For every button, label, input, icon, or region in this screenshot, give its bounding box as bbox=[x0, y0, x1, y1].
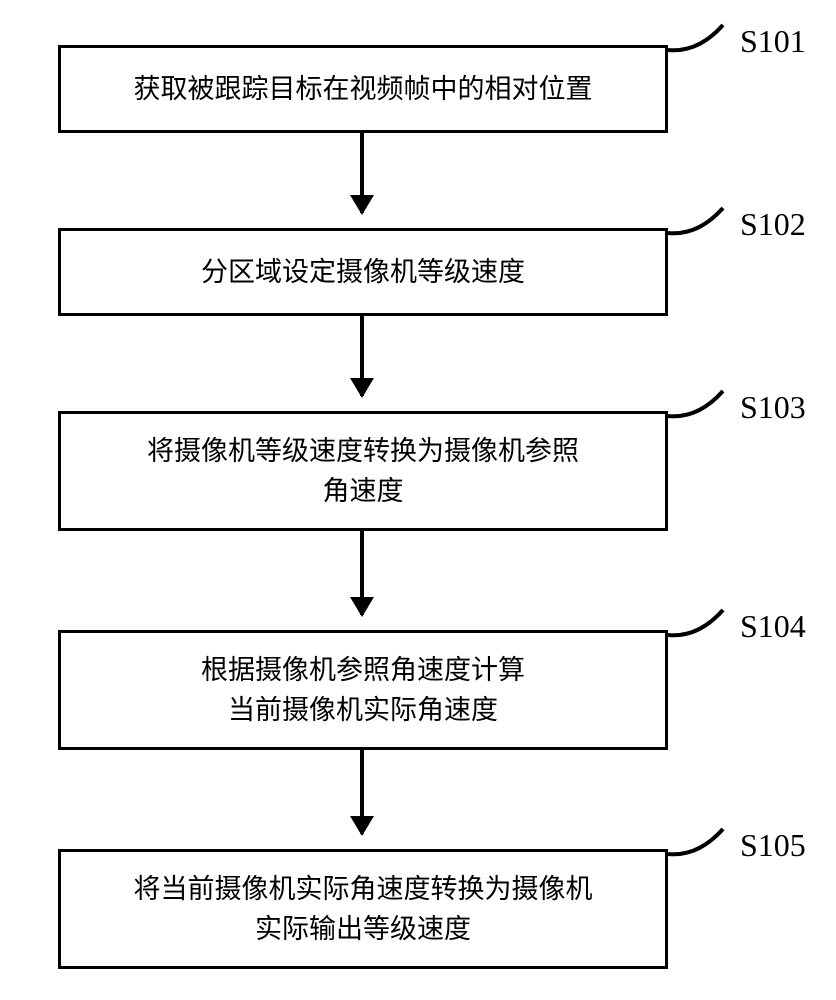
step-box-s103: 将摄像机等级速度转换为摄像机参照 角速度 bbox=[58, 411, 668, 531]
step-label-s101: S101 bbox=[740, 23, 806, 60]
connector-s103 bbox=[668, 389, 743, 429]
step-text: 根据摄像机参照角速度计算 当前摄像机实际角速度 bbox=[201, 650, 525, 731]
connector-s101 bbox=[668, 23, 743, 63]
step-label-s104: S104 bbox=[740, 608, 806, 645]
connector-s105 bbox=[668, 827, 743, 867]
arrow-1 bbox=[360, 133, 364, 213]
step-box-s105: 将当前摄像机实际角速度转换为摄像机 实际输出等级速度 bbox=[58, 849, 668, 969]
flowchart-canvas: 获取被跟踪目标在视频帧中的相对位置 S101 分区域设定摄像机等级速度 S102… bbox=[0, 0, 836, 1000]
step-text: 将当前摄像机实际角速度转换为摄像机 实际输出等级速度 bbox=[134, 869, 593, 950]
step-label-s105: S105 bbox=[740, 827, 806, 864]
arrow-3 bbox=[360, 531, 364, 615]
step-text: 分区域设定摄像机等级速度 bbox=[201, 252, 525, 293]
step-text: 将摄像机等级速度转换为摄像机参照 角速度 bbox=[147, 431, 579, 512]
step-label-s103: S103 bbox=[740, 389, 806, 426]
connector-s102 bbox=[668, 206, 743, 246]
step-label-s102: S102 bbox=[740, 206, 806, 243]
step-box-s102: 分区域设定摄像机等级速度 bbox=[58, 228, 668, 316]
arrow-2 bbox=[360, 316, 364, 396]
step-box-s101: 获取被跟踪目标在视频帧中的相对位置 bbox=[58, 45, 668, 133]
arrow-4 bbox=[360, 750, 364, 834]
step-text: 获取被跟踪目标在视频帧中的相对位置 bbox=[134, 69, 593, 110]
step-box-s104: 根据摄像机参照角速度计算 当前摄像机实际角速度 bbox=[58, 630, 668, 750]
connector-s104 bbox=[668, 608, 743, 648]
